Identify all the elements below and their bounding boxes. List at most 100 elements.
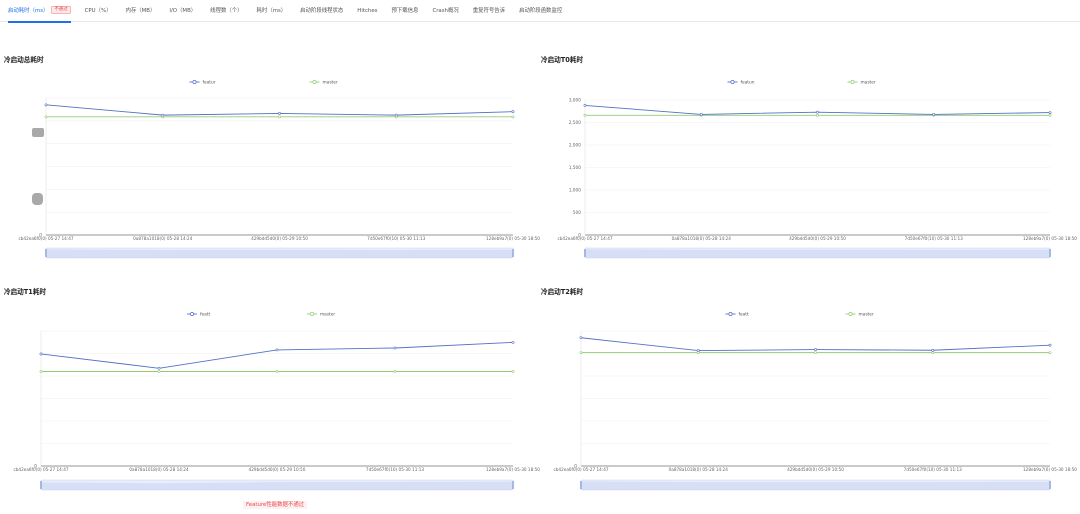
legend-label: master (323, 80, 338, 86)
tab-1[interactable]: CPU（%） (85, 0, 112, 22)
data-point[interactable] (699, 113, 703, 116)
tab-label: 启动阶段线程状态 (300, 7, 344, 14)
data-zoom-slider[interactable] (40, 479, 514, 491)
tab-label: 启动耗时（ms） (8, 7, 49, 14)
y-tick-label: 2,000 (569, 143, 582, 149)
data-point[interactable] (931, 348, 935, 352)
tab-label: 内存（MB） (125, 7, 156, 14)
data-point[interactable] (161, 113, 165, 117)
legend-item-feature[interactable]: featt (725, 312, 749, 318)
data-point[interactable] (931, 351, 935, 355)
tab-label: Crash概况 (432, 7, 459, 14)
redacted-axis-label (32, 193, 43, 205)
legend-item-feature[interactable]: featt (187, 312, 210, 318)
tab-0[interactable]: 启动耗时（ms） 不通过 (8, 0, 71, 23)
tab-10[interactable]: 重复符号告诉 (473, 0, 505, 22)
tab-label: 重复符号告诉 (472, 7, 506, 14)
zoom-handle-left[interactable] (584, 249, 586, 257)
data-point[interactable] (814, 348, 817, 351)
legend-label: master (859, 312, 874, 318)
data-point[interactable] (579, 336, 583, 340)
data-zoom-slider[interactable] (584, 247, 1051, 259)
legend-label: featun (741, 80, 755, 86)
tab-6[interactable]: 启动阶段线程状态 (300, 0, 343, 22)
data-point[interactable] (583, 113, 587, 117)
x-tick-label: 429bdd5d0(0) 05-29 10:50 (251, 236, 308, 241)
data-point[interactable] (393, 346, 397, 350)
data-point[interactable] (275, 370, 279, 373)
legend-item-master[interactable]: master (309, 80, 338, 86)
x-tick-label: 128eb9a7(0) 05-30 18:50 (1023, 236, 1077, 241)
x-tick-label: 0a878a1018(0) 05-28 14:24 (129, 467, 189, 472)
zoom-handle-right[interactable] (512, 249, 514, 257)
data-point[interactable] (44, 115, 48, 119)
tab-3[interactable]: I/O（MB） (169, 0, 196, 22)
tab-4[interactable]: 线程数（个） (210, 0, 242, 22)
zoom-handle-left[interactable] (45, 249, 47, 257)
data-point[interactable] (511, 340, 515, 344)
x-tick-label: 429bdd5d0(0) 05-29 10:50 (787, 467, 844, 472)
y-tick-label: 0 (39, 233, 42, 239)
tab-8[interactable]: 预下载信息 (391, 0, 418, 22)
x-tick-label: 0a878a1018(0) 05-28 14:24 (133, 236, 193, 241)
data-point[interactable] (932, 113, 936, 116)
y-tick-label: 500 (573, 210, 581, 216)
data-point[interactable] (511, 110, 515, 114)
tab-label: I/O（MB） (169, 7, 197, 14)
chart-t0-startup: 0 500 1,000 1,500 2,000 2,500 3,000 cb42ea6f0(0… (557, 80, 1077, 259)
legend-item-master[interactable]: master (845, 312, 874, 318)
data-point[interactable] (393, 370, 397, 373)
legend-item-master[interactable]: master (307, 312, 335, 318)
data-point[interactable] (816, 113, 819, 117)
data-point[interactable] (1048, 111, 1052, 115)
tab-label: 预下载信息 (391, 7, 419, 14)
data-zoom-slider[interactable] (45, 247, 514, 259)
x-tick-label: 429bdd5d0(0) 05-29 10:50 (249, 467, 306, 472)
tab-5[interactable]: 耗时（ms） (257, 0, 287, 22)
x-tick-label: cb42ea6f0(0) 05-27 14:47 (13, 467, 68, 472)
zoom-handle-right[interactable] (512, 481, 514, 489)
data-point[interactable] (511, 115, 515, 119)
data-point[interactable] (44, 103, 48, 107)
data-point[interactable] (1048, 351, 1052, 355)
tab-7[interactable]: Hitches (357, 0, 377, 22)
data-point[interactable] (278, 115, 281, 119)
zoom-handle-right[interactable] (1049, 249, 1051, 257)
data-point[interactable] (1048, 343, 1052, 347)
tab-11[interactable]: 启动阶段函数监控 (519, 0, 562, 22)
data-point[interactable] (511, 370, 515, 373)
zoom-handle-right[interactable] (1049, 481, 1051, 489)
legend-item-feature[interactable]: featur (189, 80, 216, 86)
data-point[interactable] (39, 370, 43, 373)
data-point[interactable] (278, 112, 281, 115)
tab-label: 线程数（个） (210, 7, 243, 14)
data-point[interactable] (814, 351, 817, 355)
data-point[interactable] (1048, 113, 1052, 117)
data-point[interactable] (394, 113, 398, 117)
data-point[interactable] (816, 110, 819, 114)
legend-label: master (861, 80, 876, 86)
series-line-feature (40, 341, 514, 369)
chart-title-t1: 冷启动T1耗时 (4, 288, 47, 296)
zoom-handle-left[interactable] (580, 481, 582, 489)
zoom-handle-left[interactable] (40, 481, 42, 489)
data-point[interactable] (157, 366, 161, 370)
data-point[interactable] (583, 104, 587, 107)
feature-fail-warning: Feature性能数据不通过 (243, 501, 308, 509)
data-point[interactable] (696, 349, 700, 352)
legend-item-feature[interactable]: featun (727, 80, 755, 86)
data-zoom-slider[interactable] (580, 479, 1051, 491)
y-tick-label: 0 (574, 464, 577, 470)
data-point[interactable] (275, 348, 279, 352)
legend-label: featur (203, 80, 216, 86)
legend-item-master[interactable]: master (847, 80, 876, 86)
x-tick-label: 429bdd5d0(0) 05-29 10:50 (789, 236, 846, 241)
tab-2[interactable]: 内存（MB） (125, 0, 155, 22)
tab-9[interactable]: Crash概况 (432, 0, 458, 22)
data-point[interactable] (579, 351, 583, 355)
legend-label: featt (200, 312, 210, 318)
data-point[interactable] (157, 370, 161, 373)
data-point[interactable] (39, 352, 43, 356)
